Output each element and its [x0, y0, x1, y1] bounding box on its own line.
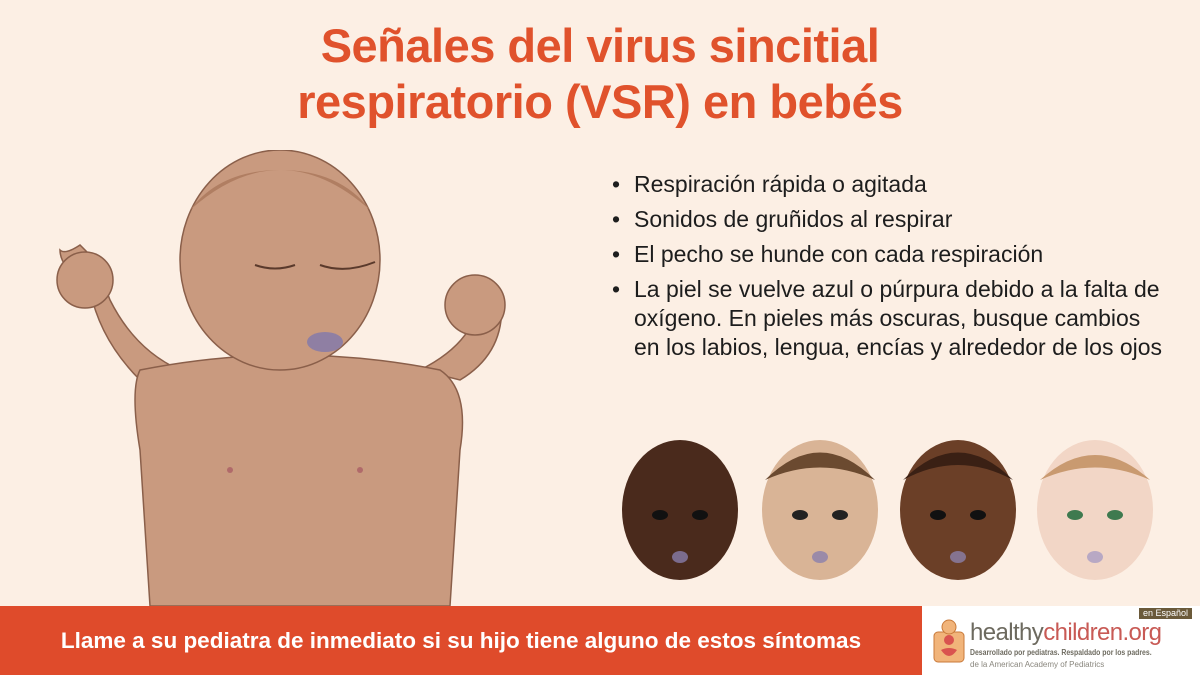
banner-text: Llame a su pediatra de inmediato si su h…	[60, 627, 862, 653]
logo-subtitle: de la American Academy of Pediatrics	[970, 660, 1105, 669]
logo-tagline: Desarrollado por pediatras. Respaldado p…	[970, 648, 1152, 657]
call-pediatrician-banner: Llame a su pediatra de inmediato si su h…	[0, 606, 922, 675]
logo-word-children: children.org	[1043, 619, 1162, 646]
face-fair	[1037, 440, 1153, 580]
face-light-tan	[762, 440, 878, 580]
page-title: Señales del virus sincitial respiratorio…	[0, 18, 1200, 130]
title-line-2: respiratorio (VSR) en bebés	[297, 75, 903, 128]
symptom-item: Sonidos de gruñidos al respirar	[612, 205, 1172, 234]
baby-faces-illustration	[622, 440, 1153, 580]
logo-wordmark: healthychildren.org	[970, 619, 1162, 646]
family-logo-icon	[933, 619, 965, 663]
symptom-list: Respiración rápida o agitada Sonidos de …	[612, 170, 1172, 368]
symptom-item: El pecho se hunde con cada respiración	[612, 240, 1172, 269]
title-line-1: Señales del virus sincitial	[320, 19, 880, 72]
symptom-item: La piel se vuelve azul o púrpura debido …	[612, 275, 1172, 362]
symptom-item: Respiración rápida o agitada	[612, 170, 1172, 199]
language-badge: en Español	[1138, 608, 1192, 619]
face-brown	[900, 440, 1016, 580]
healthychildren-logo: en Español healthychildren.org Desarroll…	[922, 606, 1200, 675]
logo-word-healthy: healthy	[970, 619, 1044, 646]
face-dark	[622, 440, 738, 580]
baby-illustration	[56, 150, 506, 606]
